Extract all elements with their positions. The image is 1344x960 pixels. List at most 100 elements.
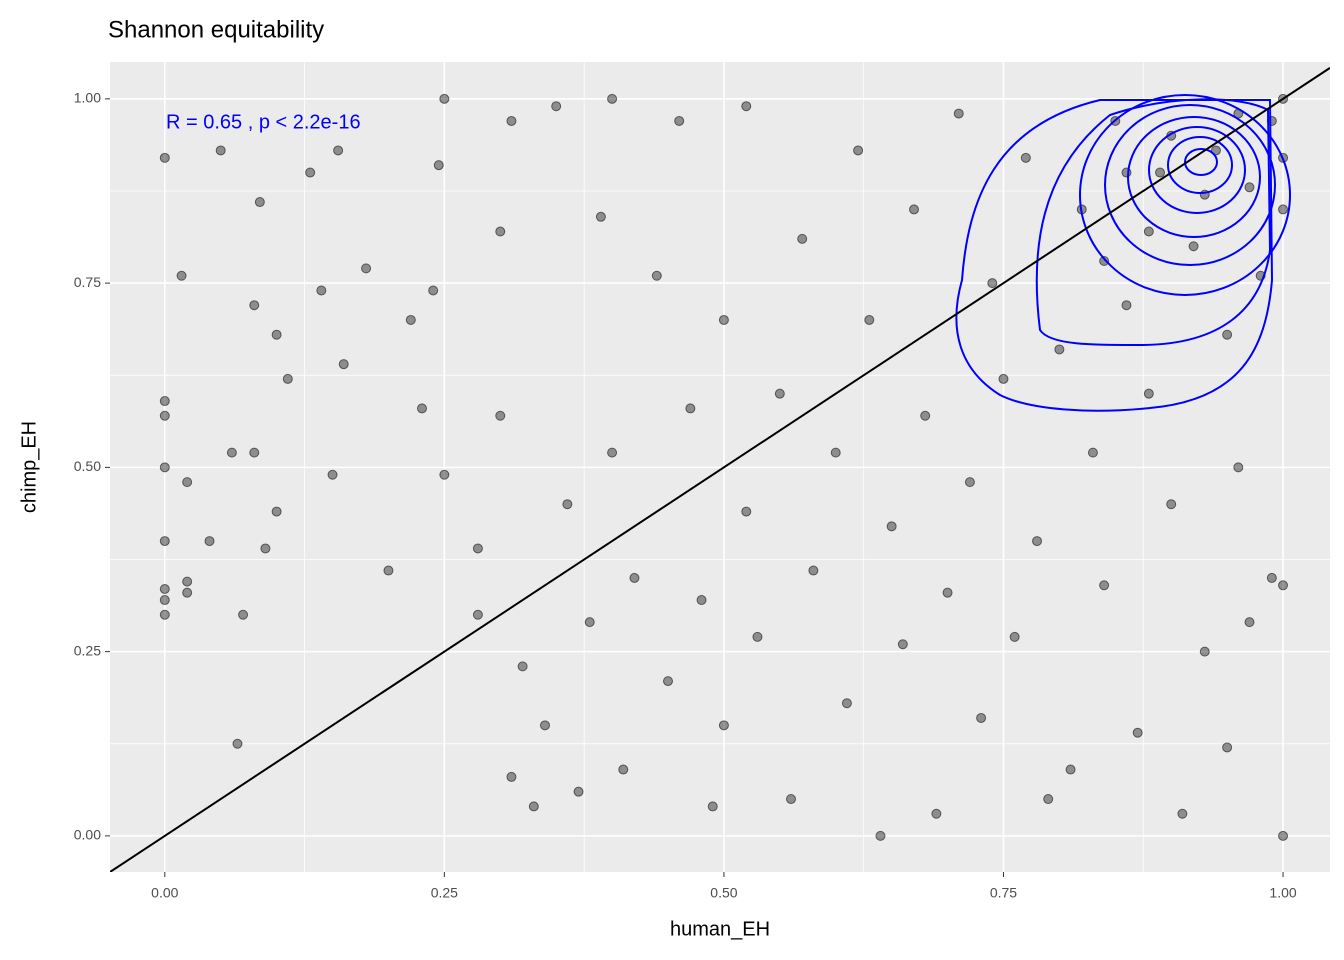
point [433, 160, 444, 171]
point [254, 197, 265, 208]
chart-title: Shannon equitability [108, 16, 324, 43]
point [718, 314, 729, 325]
point [1099, 255, 1110, 266]
annotation: R = 0.65 , p < 2.2e-16 [166, 111, 361, 133]
point [1244, 182, 1255, 193]
point [215, 145, 226, 156]
point [1009, 631, 1020, 642]
density-contour [1104, 104, 1276, 266]
point [786, 794, 797, 805]
point [1166, 499, 1177, 510]
x-tick-label: 0.00 [151, 885, 178, 901]
point [1188, 241, 1199, 252]
point [1177, 808, 1188, 819]
point [176, 270, 187, 281]
point [506, 115, 517, 126]
point [853, 145, 864, 156]
point [428, 285, 439, 296]
point [562, 499, 573, 510]
point [953, 108, 964, 119]
point [1020, 152, 1031, 163]
point [1266, 572, 1277, 583]
point [897, 639, 908, 650]
point [1278, 830, 1289, 841]
x-tick-label: 1.00 [1269, 885, 1296, 901]
density-contour [1167, 136, 1233, 194]
point [1087, 447, 1098, 458]
point [159, 396, 170, 407]
x-axis-title: human_EH [670, 918, 770, 940]
point [864, 314, 875, 325]
x-tick-label: 0.75 [990, 885, 1017, 901]
point [1143, 388, 1154, 399]
point [741, 506, 752, 517]
point [159, 595, 170, 606]
density-contour [1184, 148, 1218, 176]
density-contour [1079, 94, 1291, 296]
point [1233, 462, 1244, 473]
point [629, 572, 640, 583]
point [1032, 536, 1043, 547]
point [718, 720, 729, 731]
x-tick-label: 0.25 [431, 885, 458, 901]
point [651, 270, 662, 281]
y-tick-label: 0.00 [74, 827, 101, 843]
point [1222, 329, 1233, 340]
point [182, 576, 193, 587]
point [182, 477, 193, 488]
point [416, 403, 427, 414]
point [316, 285, 327, 296]
point [282, 373, 293, 384]
point [506, 771, 517, 782]
point [260, 543, 271, 554]
point [942, 587, 953, 598]
point [271, 506, 282, 517]
density-contour [1127, 116, 1261, 238]
point [987, 278, 998, 289]
point [696, 595, 707, 606]
point [1065, 764, 1076, 775]
reference-line-group [110, 67, 1330, 872]
density-contour [1035, 98, 1272, 347]
point [886, 521, 897, 532]
point [159, 536, 170, 547]
point [159, 583, 170, 594]
point [159, 609, 170, 620]
density-contour [1148, 126, 1246, 214]
point [551, 101, 562, 112]
point [618, 764, 629, 775]
point [361, 263, 372, 274]
point [305, 167, 316, 178]
point [517, 661, 528, 672]
point [830, 447, 841, 458]
point [1155, 167, 1166, 178]
y-tick-label: 0.50 [74, 458, 101, 474]
point [1278, 204, 1289, 215]
point [528, 801, 539, 812]
point [663, 676, 674, 687]
point [607, 447, 618, 458]
point [226, 447, 237, 458]
point [232, 738, 243, 749]
point [685, 403, 696, 414]
y-tick-label: 0.75 [74, 274, 101, 290]
point [573, 786, 584, 797]
point [774, 388, 785, 399]
point [797, 233, 808, 244]
point [539, 720, 550, 731]
point [841, 698, 852, 709]
point [472, 543, 483, 554]
point [909, 204, 920, 215]
point [439, 469, 450, 480]
y-axis-title: chimp_EH [18, 421, 40, 513]
point [1099, 580, 1110, 591]
point [204, 536, 215, 547]
point [741, 101, 752, 112]
point [1132, 727, 1143, 738]
point [707, 801, 718, 812]
axes: 0.00 0.25 0.50 0.75 1.00 0.00 0.25 0.50 0.75 1.00 [74, 90, 1297, 901]
point [964, 477, 975, 488]
density-contours [955, 94, 1291, 412]
point [931, 808, 942, 819]
point [249, 300, 260, 311]
